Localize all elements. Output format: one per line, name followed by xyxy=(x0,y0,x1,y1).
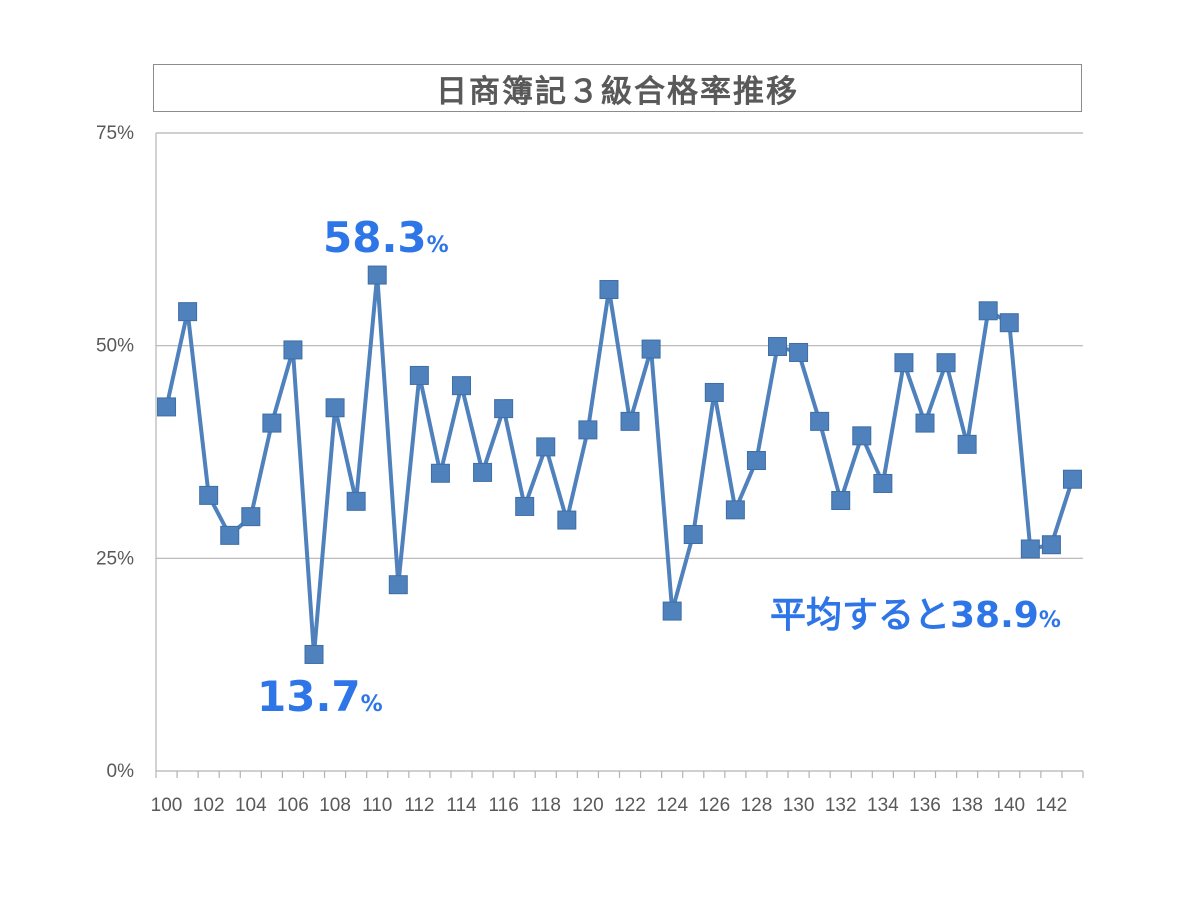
x-tick-label: 106 xyxy=(277,795,309,816)
data-point xyxy=(1062,469,1082,489)
series xyxy=(157,265,1082,664)
x-tick-label: 134 xyxy=(867,795,899,816)
x-tick-label: 118 xyxy=(531,795,561,816)
data-point xyxy=(325,398,345,418)
data-point xyxy=(725,500,745,520)
data-point xyxy=(199,485,219,505)
data-point xyxy=(894,353,914,373)
x-tick-label: 104 xyxy=(235,795,267,816)
data-point xyxy=(430,463,450,483)
x-tick-labels: 100 102 104 106 108 110 112 114 116 118 120 122 124 1… xyxy=(151,795,1068,816)
data-point xyxy=(768,337,788,357)
data-point xyxy=(346,491,366,511)
data-point xyxy=(178,302,198,322)
data-point xyxy=(873,473,893,493)
data-point xyxy=(999,313,1019,333)
x-tick-label: 126 xyxy=(698,795,730,816)
x-tick-label: 124 xyxy=(656,795,688,816)
x-tick-label: 142 xyxy=(1036,795,1068,816)
data-point xyxy=(557,510,577,530)
y-tick-label: 25% xyxy=(96,548,134,569)
x-tick-label: 102 xyxy=(193,795,225,816)
data-point xyxy=(409,365,429,385)
data-point xyxy=(241,507,261,527)
axes xyxy=(155,133,1084,778)
average-annotation: 平均すると38.9% xyxy=(770,595,1061,636)
data-point xyxy=(304,644,324,664)
y-tick-labels: 0% 25% 50% 75% xyxy=(96,123,134,782)
x-tick-label: 108 xyxy=(319,795,351,816)
y-tick-label: 50% xyxy=(96,336,134,357)
data-point xyxy=(220,525,240,545)
x-tick-label: 136 xyxy=(909,795,941,816)
data-point xyxy=(915,413,935,433)
data-point xyxy=(157,397,177,417)
series-line xyxy=(164,273,1075,657)
data-point xyxy=(388,575,408,595)
data-point xyxy=(620,411,640,431)
data-point xyxy=(1020,539,1040,559)
data-point xyxy=(852,426,872,446)
data-point xyxy=(831,490,851,510)
x-tick-label: 140 xyxy=(993,795,1025,816)
data-point xyxy=(283,340,303,360)
x-tick-label: 110 xyxy=(362,795,392,816)
max-annotation: 58.3% xyxy=(323,213,449,262)
data-point xyxy=(536,437,556,457)
data-point xyxy=(978,301,998,321)
x-tick-label: 138 xyxy=(951,795,983,816)
data-point xyxy=(599,280,619,300)
data-point xyxy=(746,451,766,471)
data-point xyxy=(1041,535,1061,555)
data-point xyxy=(641,339,661,359)
x-tick-label: 100 xyxy=(151,795,183,816)
data-point xyxy=(789,342,809,362)
data-point xyxy=(683,525,703,545)
data-point xyxy=(451,376,471,396)
x-tick-label: 122 xyxy=(614,795,646,816)
data-point xyxy=(578,420,598,440)
data-point xyxy=(957,434,977,454)
x-tick-label: 120 xyxy=(572,795,604,816)
data-point xyxy=(704,382,724,402)
chart-title: 日商簿記３級合格率推移 xyxy=(436,73,799,110)
y-tick-label: 75% xyxy=(96,123,134,144)
y-tick-label: 0% xyxy=(107,761,135,782)
data-point xyxy=(367,265,387,285)
data-point xyxy=(810,411,830,431)
x-tick-label: 130 xyxy=(783,795,815,816)
data-point xyxy=(262,413,282,433)
data-point xyxy=(494,399,514,419)
data-point xyxy=(515,496,535,516)
data-point xyxy=(473,462,493,482)
chart-title-box: 日商簿記３級合格率推移 xyxy=(153,64,1082,112)
x-tick-label: 114 xyxy=(446,795,477,816)
min-annotation: 13.7% xyxy=(257,672,383,721)
x-tick-label: 116 xyxy=(488,795,518,816)
x-tick-label: 128 xyxy=(741,795,773,816)
data-point xyxy=(936,353,956,373)
data-point xyxy=(662,601,682,621)
x-tick-label: 112 xyxy=(404,795,434,816)
x-tick-label: 132 xyxy=(825,795,857,816)
